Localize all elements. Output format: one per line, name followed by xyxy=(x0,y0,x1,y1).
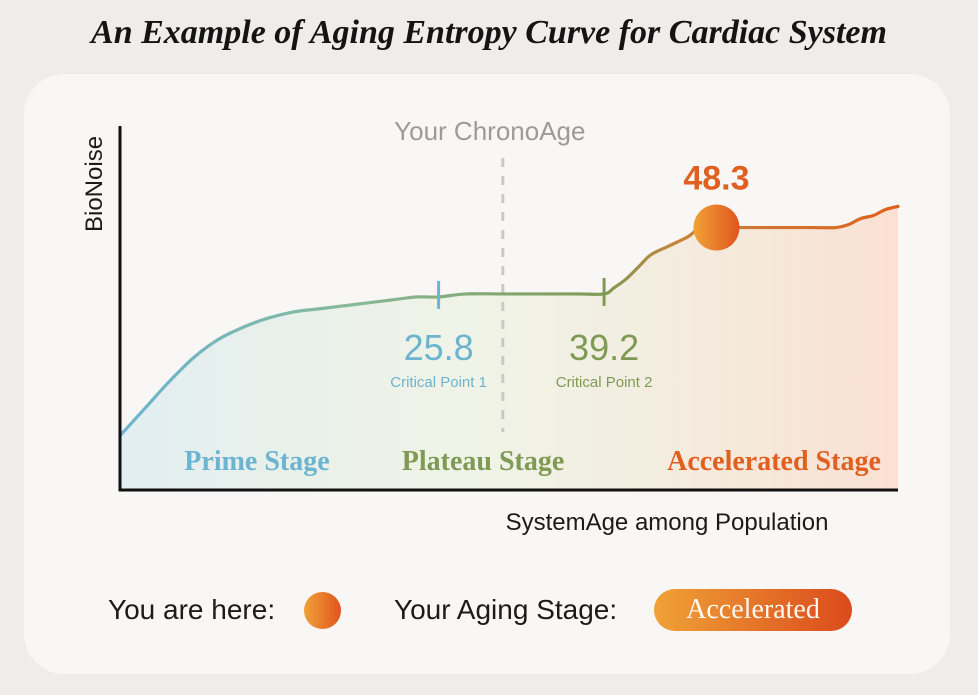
you-are-here-value: 48.3 xyxy=(683,160,749,198)
you-are-here-marker-icon xyxy=(304,592,341,629)
critical-point-1-value: 25.8 xyxy=(404,327,474,368)
aging-stage-badge: Accelerated xyxy=(654,589,852,631)
critical-point-1-caption: Critical Point 1 xyxy=(390,374,487,391)
legend: You are here: Your Aging Stage: Accelera… xyxy=(0,586,978,636)
page-title: An Example of Aging Entropy Curve for Ca… xyxy=(91,14,887,51)
stage-label-prime: Prime Stage xyxy=(184,446,329,477)
y-axis-label: BioNoise xyxy=(81,136,108,232)
x-axis-label: SystemAge among Population xyxy=(506,509,829,536)
stage-label-plateau: Plateau Stage xyxy=(402,446,565,477)
critical-point-2-caption: Critical Point 2 xyxy=(556,374,653,391)
aging-curve-line xyxy=(118,204,900,438)
stage-label-accelerated: Accelerated Stage xyxy=(667,446,881,477)
aging-stage-label: Your Aging Stage: xyxy=(394,594,618,625)
you-are-here-dot xyxy=(693,204,740,251)
curve-area-fill xyxy=(120,206,898,490)
chronoage-label: Your ChronoAge xyxy=(394,116,585,146)
you-are-here-label: You are here: xyxy=(108,594,276,625)
critical-point-2-value: 39.2 xyxy=(569,327,639,368)
